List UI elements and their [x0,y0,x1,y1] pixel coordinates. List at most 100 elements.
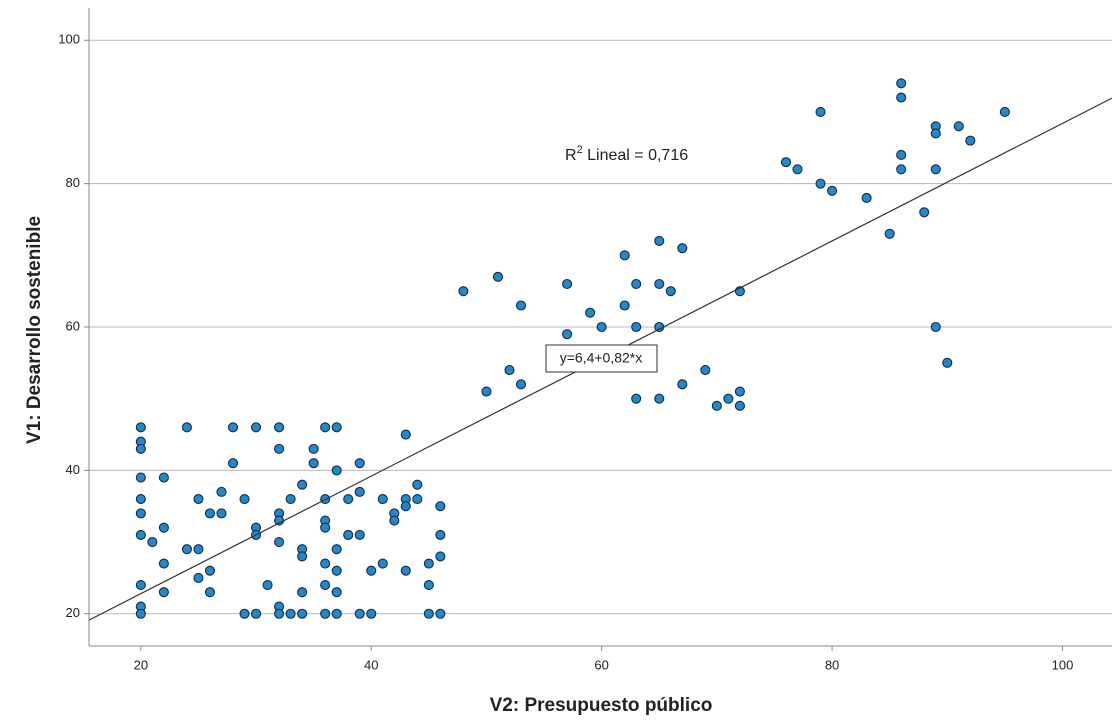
point [158,522,169,533]
x-tick-label: 80 [825,657,839,672]
point [827,185,838,196]
point [458,286,469,297]
point [965,135,976,146]
point [999,106,1010,117]
point [331,422,342,433]
r2-label: R2 Lineal = 0,716 [565,144,688,164]
point [331,565,342,576]
point [158,472,169,483]
point [377,493,388,505]
point [147,537,158,548]
point [930,128,941,139]
y-tick-label: 100 [58,32,80,47]
point [216,486,227,497]
point [619,300,630,311]
point [135,529,146,540]
point [158,587,169,598]
point [481,386,492,397]
point [792,164,803,175]
point [815,178,826,189]
y-tick-label: 80 [66,175,80,190]
point [423,608,434,619]
fit-label-box [545,344,658,373]
point [285,493,296,505]
point [492,271,504,282]
point [631,321,642,333]
point [596,321,607,333]
point [135,608,146,619]
point [423,558,434,569]
point [435,501,446,512]
point [412,493,423,505]
point [562,278,573,290]
point [377,558,388,569]
point [423,580,434,591]
point [919,207,930,218]
point [400,501,411,512]
point [435,551,446,562]
point [250,608,262,619]
r2-rest: Lineal = 0,716 [583,147,689,164]
point [181,544,192,555]
x-tick-label: 60 [594,657,608,672]
y-axis-title: V1: Desarrollo sostenible [24,216,45,444]
x-tick-label: 100 [1052,657,1074,672]
point [654,393,665,404]
point [250,422,262,433]
point [562,329,573,340]
x-axis-title: V2: Presupuesto público [490,695,713,716]
point [227,422,239,433]
point [780,157,792,168]
point [896,149,907,161]
point [343,493,354,505]
point [239,493,250,505]
point [654,235,665,247]
point [435,529,446,540]
point [515,379,527,390]
point [193,493,204,505]
point [354,608,365,619]
point [262,580,273,591]
point [896,92,907,103]
point [216,508,227,519]
point [285,608,296,619]
point [400,429,411,440]
point [204,565,216,576]
point [700,364,711,376]
point [896,78,907,89]
point [734,386,745,397]
point [297,608,308,619]
point [354,486,365,497]
point [942,357,953,368]
point [320,608,331,619]
point [400,565,411,576]
x-tick-label: 20 [134,657,148,672]
point [308,458,319,469]
point [896,164,907,175]
point [331,465,342,476]
point [585,307,596,318]
point [274,422,285,433]
y-tick-label: 20 [66,605,80,620]
point [320,522,331,533]
point [320,558,331,569]
point [884,228,895,239]
point [274,443,285,454]
point [815,106,826,117]
point [320,422,331,433]
point [135,508,146,519]
point [297,479,308,490]
point [193,572,204,583]
point [654,278,665,290]
point [861,192,872,204]
point [320,580,331,591]
point [158,558,169,569]
point [135,580,146,591]
point [930,321,941,333]
point [193,544,204,555]
x-tick-label: 40 [364,657,378,672]
point [723,393,734,404]
point [677,379,688,390]
